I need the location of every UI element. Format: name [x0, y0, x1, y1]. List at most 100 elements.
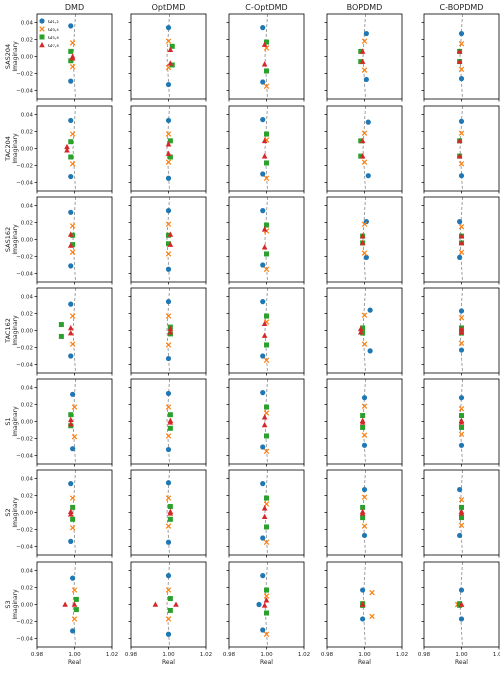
- panel-r1-c3: [324, 105, 403, 194]
- point-w78-0: [67, 324, 74, 331]
- point-w34-1: [165, 251, 172, 257]
- x-axis-label: Real: [358, 659, 371, 666]
- legend-marker-w56: [39, 34, 45, 40]
- point-w78-1: [359, 510, 366, 516]
- point-w34-1: [361, 432, 368, 438]
- point-w34-1: [458, 161, 465, 167]
- panel-r3-c0: 0.04 0.02 0.00 −0.02 −0.04: [16, 287, 113, 376]
- legend-label-w12: ω₁,₂: [48, 19, 59, 25]
- point-w34-0: [69, 495, 76, 501]
- panel-r1-c2: [226, 105, 305, 194]
- panel-r2-c3: [324, 196, 403, 285]
- y-tick-label: 0.00: [21, 511, 34, 517]
- point-w12-1: [260, 627, 266, 633]
- row-label-0: SAS204: [4, 44, 12, 69]
- point-w78-1: [69, 55, 76, 61]
- panel-r6-c1: 0.98 1.00 1.02 Real: [125, 561, 212, 666]
- y-tick-label: −0.04: [16, 272, 33, 278]
- point-w34-0: [69, 313, 76, 319]
- x-tick-label: 1.02: [200, 652, 212, 658]
- y-tick-label: 0.00: [21, 420, 34, 426]
- point-w78-0: [152, 601, 159, 607]
- point-w12-1: [165, 355, 172, 362]
- y-tick-label: −0.04: [16, 545, 33, 551]
- point-w12-1: [68, 353, 74, 359]
- point-w34-1: [361, 523, 368, 529]
- point-w34-0: [165, 131, 172, 137]
- point-w34-1: [71, 616, 78, 622]
- panel-r3-c4: [421, 287, 500, 376]
- x-tick-label: 1.00: [455, 652, 468, 658]
- point-w12-1: [260, 262, 266, 268]
- point-w78-1: [167, 241, 174, 247]
- row-label-6: S3: [4, 600, 12, 608]
- point-w12-0: [365, 119, 371, 125]
- point-w12-0: [165, 208, 172, 214]
- point-w12-0: [165, 573, 172, 579]
- point-w56-1: [264, 160, 269, 166]
- point-w34-1: [361, 67, 368, 73]
- column-title-3: BOPDMD: [347, 3, 383, 12]
- point-w34-0: [361, 38, 368, 44]
- panel-r4-c3: [324, 378, 403, 467]
- y-tick-label: 0.04: [21, 386, 34, 392]
- point-w78-0: [64, 143, 70, 150]
- point-w12-1: [68, 538, 74, 545]
- point-w12-0: [367, 307, 373, 313]
- y-tick-label: −0.04: [16, 637, 33, 643]
- point-w78-0: [167, 46, 174, 52]
- point-w34-1: [458, 431, 465, 437]
- point-w56-0: [264, 39, 269, 45]
- point-w34-1: [165, 342, 172, 348]
- panel-r2-c0: 0.04 0.02 0.00 −0.02 −0.04: [16, 196, 113, 285]
- point-w34-0: [361, 221, 368, 227]
- point-w78-1: [173, 601, 179, 607]
- point-w56-1: [459, 424, 464, 430]
- point-w56-1: [264, 68, 269, 74]
- point-w78-0: [261, 137, 268, 144]
- point-w34-1: [458, 249, 465, 255]
- point-w78-0: [261, 41, 268, 47]
- point-w78-0: [62, 601, 68, 607]
- unit-circle-reference-line: [362, 14, 366, 99]
- point-w56-0: [459, 504, 464, 510]
- point-w34-0: [361, 130, 368, 136]
- point-w34-1: [369, 613, 375, 620]
- point-w34-0: [69, 40, 76, 46]
- point-w56-1: [360, 424, 366, 430]
- point-w56-0: [459, 413, 464, 419]
- point-w78-0: [359, 233, 366, 239]
- point-w12-0: [260, 208, 266, 214]
- unit-circle-reference-line: [264, 14, 268, 99]
- point-w56-1: [70, 516, 76, 522]
- point-w12-0: [363, 30, 369, 37]
- point-w34-0: [361, 403, 368, 409]
- y-tick-label: 0.04: [21, 569, 34, 575]
- point-w78-0: [261, 414, 268, 420]
- point-w34-0: [165, 313, 172, 319]
- point-w34-0: [165, 587, 172, 593]
- point-w56-0: [167, 504, 173, 510]
- point-w56-0: [360, 325, 366, 331]
- panel-r5-c2: [226, 469, 305, 558]
- panel-r1-c0: 0.04 0.02 0.00 −0.02 −0.04: [16, 105, 113, 194]
- point-w78-1: [359, 419, 366, 425]
- x-axis-label: Real: [260, 659, 273, 666]
- x-tick-label: 0.98: [418, 652, 431, 658]
- point-w34-0: [165, 495, 172, 501]
- point-w34-1: [69, 249, 76, 255]
- point-w12-1: [365, 173, 371, 179]
- y-tick-label: 0.02: [21, 130, 33, 136]
- y-axis-label-4: Imaginary: [12, 406, 19, 437]
- row-label-2: SAS162: [4, 227, 12, 252]
- point-w12-1: [68, 78, 74, 84]
- y-tick-label: −0.02: [16, 620, 33, 626]
- point-w56-1: [73, 607, 79, 613]
- point-w34-1: [263, 539, 270, 545]
- point-w12-0: [458, 308, 465, 314]
- x-axis-label: Real: [455, 659, 468, 666]
- unit-circle-reference-line: [362, 288, 366, 373]
- point-w12-0: [260, 25, 266, 31]
- point-w12-1: [165, 175, 172, 181]
